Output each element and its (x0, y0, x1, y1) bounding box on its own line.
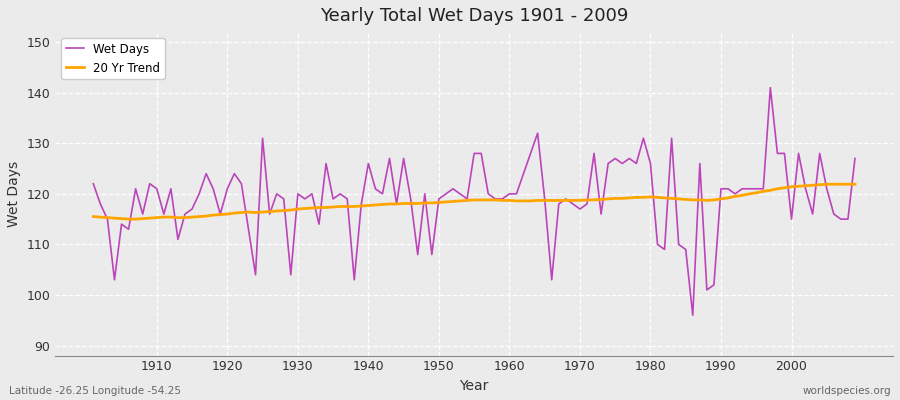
Wet Days (850, 156, 860, 161)
Line: 20 Yr Trend: 20 Yr Trend (94, 184, 855, 219)
Text: worldspecies.org: worldspecies.org (803, 386, 891, 396)
20 Yr Trend (850, 182, 860, 187)
Wet Days (589, 151, 599, 156)
Wet Days (144, 181, 155, 186)
20 Yr Trend (596, 197, 607, 202)
20 Yr Trend (307, 206, 318, 210)
Wet Days (88, 181, 99, 186)
Wet Days (688, 313, 698, 318)
20 Yr Trend (88, 214, 99, 219)
Legend: Wet Days, 20 Yr Trend: Wet Days, 20 Yr Trend (61, 38, 165, 79)
20 Yr Trend (123, 217, 134, 222)
Wet Days (300, 196, 310, 201)
Line: Wet Days: Wet Days (94, 88, 855, 315)
Wet Days (504, 192, 515, 196)
20 Yr Trend (349, 204, 360, 209)
Wet Days (497, 196, 508, 201)
Text: Latitude -26.25 Longitude -54.25: Latitude -26.25 Longitude -54.25 (9, 386, 181, 396)
X-axis label: Year: Year (460, 379, 489, 393)
20 Yr Trend (504, 198, 515, 203)
20 Yr Trend (822, 182, 832, 187)
Title: Yearly Total Wet Days 1901 - 2009: Yearly Total Wet Days 1901 - 2009 (320, 7, 628, 25)
Y-axis label: Wet Days: Wet Days (7, 161, 21, 227)
20 Yr Trend (511, 198, 522, 203)
20 Yr Trend (151, 215, 162, 220)
Wet Days (342, 196, 353, 201)
Wet Days (765, 85, 776, 90)
